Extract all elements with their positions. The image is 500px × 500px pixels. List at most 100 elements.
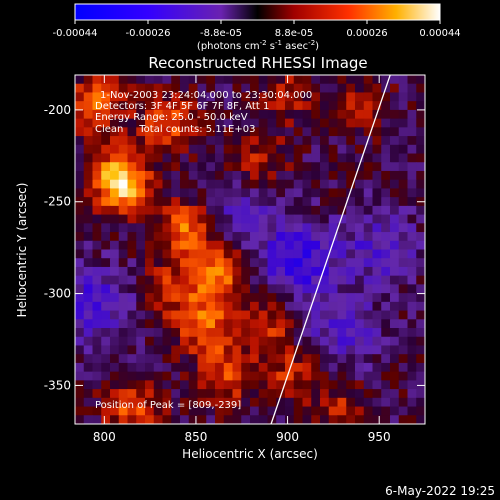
- heatmap-cell: [311, 345, 321, 355]
- heatmap-cell: [206, 336, 216, 347]
- heatmap-cell: [372, 136, 382, 146]
- heatmap-cell: [118, 301, 129, 312]
- heatmap-cell: [372, 319, 382, 329]
- heatmap-cell: [206, 162, 216, 172]
- heatmap-cell: [127, 83, 137, 94]
- heatmap-cell: [206, 127, 216, 137]
- heatmap-cell: [250, 249, 260, 259]
- heatmap-cell: [215, 380, 225, 390]
- heatmap-cell: [162, 101, 172, 111]
- heatmap-cell: [118, 397, 129, 408]
- heatmap-cell: [346, 127, 356, 137]
- heatmap-cell: [302, 101, 312, 111]
- heatmap-cell: [206, 249, 216, 259]
- heatmap-cell: [398, 266, 409, 277]
- heatmap-cell: [171, 75, 181, 85]
- heatmap-cell: [285, 258, 295, 268]
- heatmap-cell: [83, 162, 94, 172]
- heatmap-cell: [302, 118, 312, 128]
- heatmap-cell: [346, 328, 356, 338]
- heatmap-cell: [346, 109, 356, 120]
- heatmap-cell: [337, 197, 347, 207]
- heatmap-cell: [372, 362, 382, 373]
- heatmap-cell: [363, 179, 374, 190]
- heatmap-cell: [110, 92, 120, 102]
- heatmap-cell: [372, 75, 382, 85]
- heatmap-cell: [206, 371, 216, 381]
- heatmap-cell: [337, 205, 347, 216]
- heatmap-cell: [293, 83, 304, 94]
- heatmap-cell: [136, 371, 146, 381]
- heatmap-cell: [398, 223, 409, 233]
- heatmap-cell: [127, 214, 137, 224]
- heatmap-cell: [390, 118, 400, 128]
- heatmap-cell: [171, 179, 181, 190]
- heatmap-cell: [171, 380, 181, 390]
- heatmap-cell: [398, 284, 409, 294]
- heatmap-cell: [83, 415, 94, 424]
- heatmap-cell: [311, 301, 321, 312]
- heatmap-cell: [232, 266, 242, 277]
- heatmap-cell: [328, 240, 339, 251]
- heatmap-cell: [346, 188, 356, 198]
- heatmap-cell: [197, 101, 207, 111]
- heatmap-cell: [381, 354, 391, 364]
- heatmap-cell: [83, 293, 94, 303]
- heatmap-cell: [276, 310, 286, 320]
- heatmap-cell: [223, 188, 234, 198]
- heatmap-cell: [92, 293, 102, 303]
- heatmap-cell: [127, 319, 137, 329]
- heatmap-cell: [232, 127, 242, 137]
- heatmap-cell: [145, 258, 155, 268]
- heatmap-cell: [381, 336, 391, 347]
- heatmap-cell: [162, 266, 172, 277]
- heatmap-cell: [328, 92, 339, 102]
- heatmap-cell: [171, 362, 181, 373]
- heatmap-cell: [337, 170, 347, 181]
- heatmap-cell: [241, 336, 251, 347]
- heatmap-cell: [355, 354, 365, 364]
- heatmap-cell: [180, 170, 190, 181]
- heatmap-cell: [372, 118, 382, 128]
- heatmap-cell: [153, 109, 164, 120]
- heatmap-cell: [101, 232, 111, 242]
- heatmap-cell: [215, 109, 225, 120]
- heatmap-cell: [398, 188, 409, 198]
- heatmap-cell: [75, 162, 85, 172]
- heatmap-cell: [206, 345, 216, 355]
- colorbar-ticks: -0.00044 -0.00026 -8.8e-05 8.8e-05 0.00026 0.…: [53, 20, 461, 39]
- heatmap-cell: [83, 284, 94, 294]
- heatmap-cell: [346, 362, 356, 373]
- heatmap-cell: [223, 310, 234, 320]
- heatmap-cell: [188, 205, 199, 216]
- heatmap-cell: [153, 284, 164, 294]
- heatmap-cell: [197, 136, 207, 146]
- heatmap-cell: [337, 118, 347, 128]
- heatmap-cell: [302, 310, 312, 320]
- heatmap-cell: [416, 144, 425, 155]
- heatmap-cell: [206, 258, 216, 268]
- heatmap-cell: [372, 258, 382, 268]
- heatmap-cell: [355, 223, 365, 233]
- heatmap-cell: [110, 362, 120, 373]
- heatmap-cell: [180, 389, 190, 399]
- heatmap-cell: [416, 406, 425, 416]
- heatmap-cell: [232, 406, 242, 416]
- heatmap-cell: [136, 406, 146, 416]
- heatmap-cell: [83, 101, 94, 111]
- heatmap-cell: [232, 258, 242, 268]
- heatmap-cell: [232, 205, 242, 216]
- heatmap-cell: [83, 266, 94, 277]
- heatmap-cell: [118, 162, 129, 172]
- heatmap-cell: [311, 275, 321, 285]
- heatmap-cell: [320, 109, 330, 120]
- heatmap-cell: [381, 345, 391, 355]
- heatmap-cell: [127, 293, 137, 303]
- heatmap-cell: [215, 319, 225, 329]
- heatmap-cell: [83, 249, 94, 259]
- heatmap-cell: [101, 345, 111, 355]
- heatmap-cell: [92, 153, 102, 163]
- heatmap-cell: [355, 240, 365, 251]
- heatmap-cell: [92, 284, 102, 294]
- heatmap-cell: [118, 284, 129, 294]
